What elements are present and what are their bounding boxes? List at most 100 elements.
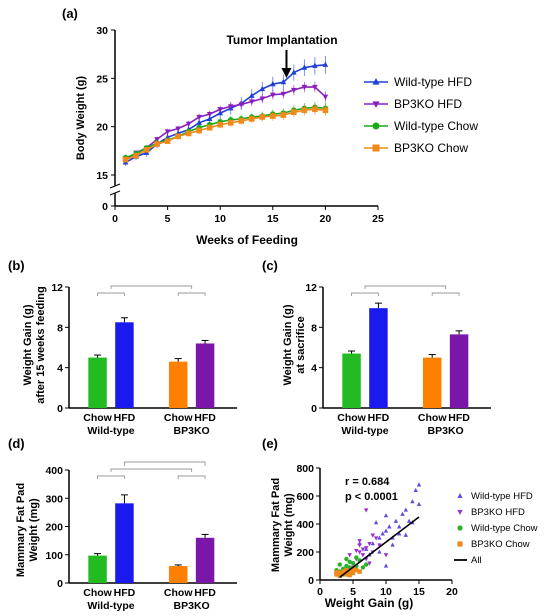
chart-a-ytick-label: 15	[96, 170, 108, 182]
chart-e-point	[337, 562, 342, 567]
chart-a-xtick-label: 20	[320, 213, 332, 225]
chart-e-point	[373, 520, 379, 525]
chart-e-point	[400, 511, 405, 516]
chart-b-significance-bracket	[177, 292, 206, 296]
chart-a-point	[217, 121, 223, 128]
chart-e-point	[383, 513, 389, 518]
chart-a-ytick-label: 25	[96, 73, 108, 85]
chart-d-bar	[168, 566, 188, 583]
chart-a-point	[227, 120, 234, 126]
chart-d-category-label: HFD	[194, 587, 216, 599]
chart-b-significance-bracket	[110, 285, 193, 289]
chart-c-bar	[342, 353, 361, 408]
chart-e-point	[413, 487, 418, 493]
chart-a-point	[270, 92, 276, 98]
chart-e-ylabel-line2: Weight (mg)	[283, 493, 295, 557]
chart-e-point	[360, 553, 366, 558]
chart-a-point	[301, 107, 308, 114]
chart-b-ylabel-line1: Weight Gain (g)	[22, 304, 34, 385]
panel-a-label: (a)	[62, 6, 78, 21]
chart-b-ytick-label: 8	[57, 322, 63, 334]
chart-a-point	[312, 84, 318, 91]
chart-e-point	[377, 549, 382, 554]
chart-e-point	[344, 556, 349, 562]
chart-d-ylabel-line2: Weight (mg)	[28, 498, 40, 562]
chart-a-point	[270, 113, 276, 119]
chart-d-significance-bracket	[110, 468, 193, 472]
chart-c-significance-bracket	[351, 292, 379, 296]
chart-a-annotation-arrowhead	[281, 68, 292, 78]
chart-e-point	[364, 508, 369, 513]
chart-a-point	[217, 107, 223, 113]
chart-e-ylabel-line1: Mammary Fat Pad	[270, 478, 282, 572]
chart-a-point	[164, 129, 171, 135]
chart-e-point	[370, 541, 375, 546]
chart-a-legend-marker	[372, 144, 380, 152]
chart-e-point	[354, 568, 359, 573]
chart-c-significance-bracket	[431, 292, 460, 296]
chart-b-ytick-label: 12	[51, 282, 63, 294]
chart-a-xtick-label: 0	[112, 213, 118, 225]
chart-c-ylabel-line2: at sacrifice	[295, 316, 307, 373]
chart-e-legend-label: BP3KO HFD	[471, 507, 525, 518]
chart-e-point	[380, 531, 385, 536]
chart-a-point	[301, 84, 308, 91]
chart-e-point	[357, 543, 362, 548]
chart-c-group-label: Wild-type	[341, 425, 388, 437]
chart-d-ytick-label: 400	[45, 465, 63, 477]
chart-d-significance-bracket	[177, 475, 206, 479]
chart-e-point	[410, 499, 415, 504]
chart-d-bar	[88, 555, 107, 583]
chart-a-point	[270, 80, 276, 87]
chart-c-bar	[369, 308, 388, 408]
chart-a-point	[238, 118, 245, 124]
chart-e-point	[383, 528, 389, 533]
chart-e-point	[357, 539, 362, 544]
chart-e-point	[334, 570, 339, 575]
chart-a-point	[175, 133, 181, 140]
chart-b-group-label: Wild-type	[87, 425, 134, 437]
chart-a-xtick-label: 25	[372, 213, 384, 225]
chart-e-ytick-label: 800	[296, 463, 314, 475]
chart-c-ytick-label: 8	[311, 322, 317, 334]
chart-a-series-line	[125, 108, 326, 161]
chart-b-category-label: HFD	[194, 412, 216, 424]
chart-e-legend-marker	[457, 510, 463, 515]
chart-d-ylabel-line1: Mammary Fat Pad	[15, 483, 27, 577]
chart-c-significance-bracket	[364, 285, 447, 289]
chart-a-ytick-label: 20	[96, 122, 108, 134]
chart-e-ytick-label: 200	[296, 547, 314, 559]
chart-e-annotation-p: p < 0.0001	[345, 491, 398, 503]
chart-a-point	[301, 64, 308, 70]
chart-e-point	[383, 553, 389, 558]
chart-a-point	[206, 115, 213, 122]
chart-a-axis-break	[109, 183, 121, 189]
chart-a-point	[248, 92, 255, 98]
chart-d-bar	[195, 537, 215, 583]
chart-a-legend: Wild-type HFD BP3KO HFD Wild-type Chow BP3K…	[364, 75, 478, 155]
chart-a-xtick-label: 10	[214, 213, 226, 225]
chart-a-ytick-label: 30	[96, 25, 108, 37]
chart-e-point	[393, 518, 399, 523]
chart-e-ytick-label: 0	[308, 575, 314, 587]
chart-d-category-label: HFD	[114, 587, 136, 599]
chart-a-axis-break	[109, 190, 121, 196]
chart-e-point	[344, 568, 349, 573]
chart-a-point	[206, 112, 213, 118]
chart-d-ytick-label: 200	[45, 522, 63, 534]
panel-e-label: (e)	[262, 436, 278, 451]
chart-e-point	[347, 559, 352, 564]
chart-e-legend-marker	[457, 493, 463, 498]
chart-a-point	[322, 61, 329, 67]
chart-a-point	[196, 127, 202, 134]
chart-e-point	[373, 536, 379, 541]
chart-a-point	[312, 106, 318, 113]
chart-a: Body Weight (g) Weeks of Feeding Tumor I…	[75, 25, 478, 247]
chart-a-point	[291, 69, 297, 75]
chart-b-ytick-label: 0	[57, 403, 63, 415]
chart-a-point	[206, 124, 213, 131]
chart-a-point	[227, 104, 234, 110]
chart-a-point	[280, 112, 287, 118]
